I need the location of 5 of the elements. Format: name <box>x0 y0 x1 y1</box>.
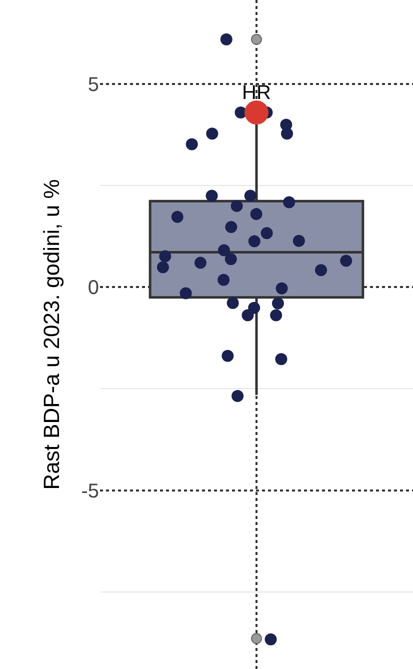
y-tick-label: -5 <box>81 480 99 502</box>
y-axis-title: Rast BDP-a u 2023. godini, u % <box>39 179 64 490</box>
annotation: HR <box>242 82 271 104</box>
y-tick-label: 0 <box>88 277 99 300</box>
y-tick-label: 5 <box>88 74 99 96</box>
